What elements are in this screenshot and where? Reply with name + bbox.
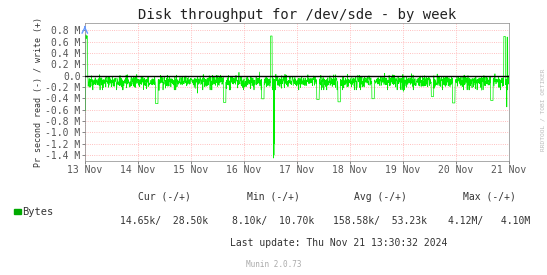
Text: RRDTOOL / TOBI OETIKER: RRDTOOL / TOBI OETIKER	[541, 69, 546, 151]
Text: 4.12M/   4.10M: 4.12M/ 4.10M	[449, 216, 531, 226]
Title: Disk throughput for /dev/sde - by week: Disk throughput for /dev/sde - by week	[138, 8, 456, 22]
Text: 158.58k/  53.23k: 158.58k/ 53.23k	[333, 216, 427, 226]
Text: Bytes: Bytes	[22, 207, 53, 217]
Text: Munin 2.0.73: Munin 2.0.73	[246, 260, 301, 269]
Text: Last update: Thu Nov 21 13:30:32 2024: Last update: Thu Nov 21 13:30:32 2024	[230, 238, 448, 248]
Text: Max (-/+): Max (-/+)	[463, 192, 516, 202]
Text: Cur (-/+): Cur (-/+)	[138, 192, 190, 202]
Text: 8.10k/  10.70k: 8.10k/ 10.70k	[232, 216, 315, 226]
Text: Avg (-/+): Avg (-/+)	[354, 192, 406, 202]
Text: 14.65k/  28.50k: 14.65k/ 28.50k	[120, 216, 208, 226]
Y-axis label: Pr second read (-) / write (+): Pr second read (-) / write (+)	[33, 17, 43, 167]
Text: Min (-/+): Min (-/+)	[247, 192, 300, 202]
